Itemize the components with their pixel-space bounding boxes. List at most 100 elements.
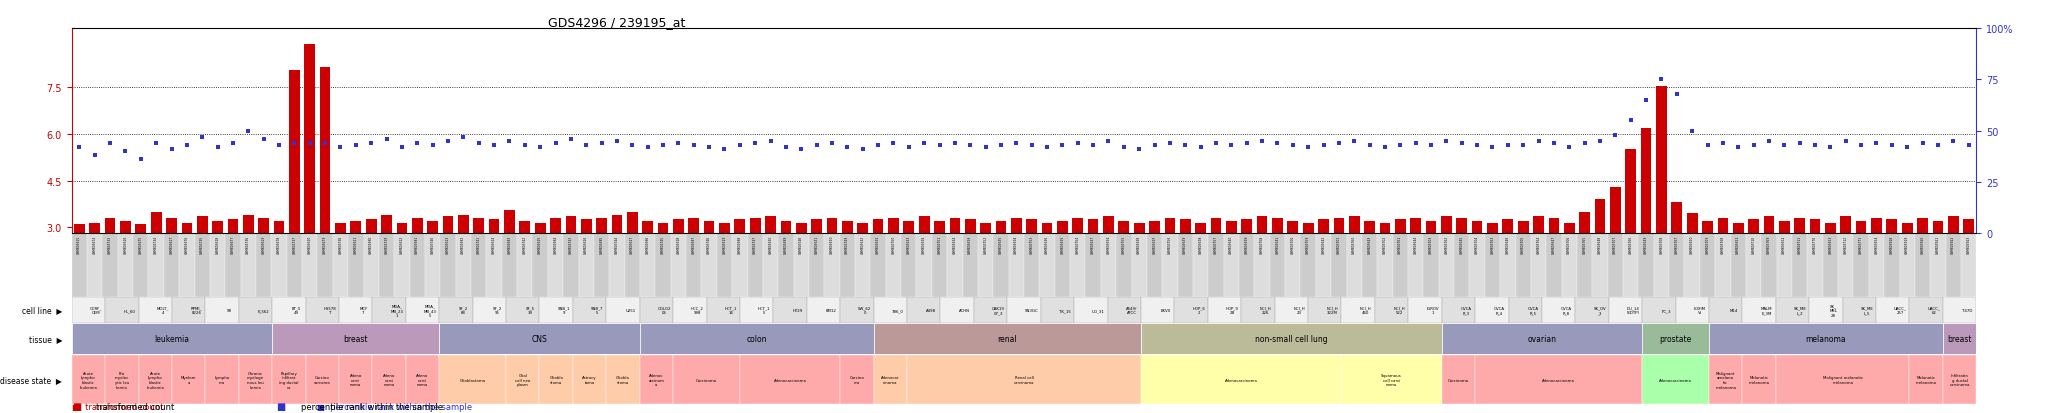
Bar bbox=[1227, 221, 1237, 321]
Bar bbox=[1319, 220, 1329, 321]
Text: GSM803626: GSM803626 bbox=[584, 235, 588, 254]
Bar bbox=[1350, 217, 1360, 321]
Point bbox=[446, 134, 479, 141]
Bar bbox=[705, 221, 715, 321]
Bar bbox=[811, 220, 821, 321]
Bar bbox=[410, 234, 426, 298]
Text: GSM803698: GSM803698 bbox=[1198, 235, 1202, 254]
Text: GSM803649: GSM803649 bbox=[1645, 235, 1649, 254]
Bar bbox=[1196, 223, 1206, 321]
Bar bbox=[1843, 298, 1876, 323]
Bar bbox=[150, 234, 164, 298]
Text: GSM803646: GSM803646 bbox=[1505, 235, 1509, 254]
Bar bbox=[1565, 223, 1575, 321]
Text: Acute
lympho
blastic
leukemia: Acute lympho blastic leukemia bbox=[80, 371, 98, 389]
Bar bbox=[1915, 234, 1929, 298]
Bar bbox=[1810, 220, 1821, 321]
Bar bbox=[1794, 218, 1804, 321]
Bar bbox=[1669, 234, 1683, 298]
Text: GSM803616: GSM803616 bbox=[123, 235, 127, 254]
Bar bbox=[625, 234, 639, 298]
Bar bbox=[582, 220, 592, 321]
Text: leukemia: leukemia bbox=[154, 334, 188, 343]
Bar bbox=[406, 298, 438, 323]
Bar bbox=[426, 234, 440, 298]
Point bbox=[754, 138, 786, 145]
Bar bbox=[1853, 234, 1868, 298]
Text: GSM803622: GSM803622 bbox=[399, 235, 403, 254]
Point bbox=[846, 147, 879, 153]
Point bbox=[1876, 142, 1909, 149]
Text: CNS: CNS bbox=[532, 334, 547, 343]
Bar bbox=[502, 234, 516, 298]
Text: GSM803703: GSM803703 bbox=[1430, 235, 1434, 254]
Bar bbox=[1901, 234, 1915, 298]
Bar bbox=[1073, 298, 1108, 323]
Bar bbox=[842, 221, 852, 321]
Text: GSM803763: GSM803763 bbox=[1491, 235, 1495, 254]
Bar bbox=[506, 355, 539, 404]
Text: GSM803770: GSM803770 bbox=[1812, 235, 1817, 254]
Text: NCI_H
23: NCI_H 23 bbox=[1292, 306, 1305, 315]
Point bbox=[309, 140, 342, 147]
Point bbox=[477, 142, 510, 149]
Text: GSM803690: GSM803690 bbox=[829, 235, 834, 254]
Text: GSM803674: GSM803674 bbox=[92, 235, 96, 254]
Bar bbox=[1610, 298, 1642, 323]
Bar bbox=[981, 223, 991, 321]
Point bbox=[1122, 147, 1155, 153]
Bar bbox=[240, 355, 272, 404]
Bar bbox=[807, 298, 840, 323]
Text: Adenoc
arcinom
a: Adenoc arcinom a bbox=[649, 373, 664, 386]
Point bbox=[508, 142, 541, 149]
Bar bbox=[1534, 217, 1544, 321]
Text: GSM803618: GSM803618 bbox=[215, 235, 219, 254]
Bar bbox=[1792, 234, 1806, 298]
Bar bbox=[1270, 234, 1284, 298]
Bar bbox=[1300, 234, 1315, 298]
Bar bbox=[827, 218, 838, 321]
Bar bbox=[672, 234, 686, 298]
Text: 786_0: 786_0 bbox=[893, 308, 903, 312]
Point bbox=[125, 157, 158, 164]
Bar bbox=[1069, 234, 1085, 298]
Bar bbox=[610, 234, 625, 298]
Bar bbox=[72, 298, 104, 323]
Bar bbox=[874, 298, 907, 323]
Text: MCF
7: MCF 7 bbox=[358, 306, 367, 315]
Point bbox=[1784, 140, 1817, 147]
Bar bbox=[1130, 234, 1147, 298]
Bar bbox=[473, 298, 506, 323]
Text: Myelom
a: Myelom a bbox=[180, 375, 197, 384]
Bar bbox=[1946, 234, 1960, 298]
Text: GSM803735: GSM803735 bbox=[201, 235, 205, 254]
Bar bbox=[305, 298, 340, 323]
Bar bbox=[287, 234, 303, 298]
Text: GSM803919: GSM803919 bbox=[1905, 235, 1909, 254]
Bar bbox=[1210, 218, 1221, 321]
Bar bbox=[1348, 234, 1362, 298]
Text: ■  percentile rank within the sample: ■ percentile rank within the sample bbox=[317, 402, 473, 411]
Bar bbox=[1708, 323, 1944, 354]
Point bbox=[954, 142, 987, 149]
Bar bbox=[455, 234, 471, 298]
Text: MOLT_
4: MOLT_ 4 bbox=[156, 306, 170, 315]
Bar bbox=[442, 217, 453, 321]
Point bbox=[616, 142, 649, 149]
Point bbox=[569, 142, 602, 149]
Point bbox=[340, 142, 373, 149]
Text: GSM803650: GSM803650 bbox=[1690, 235, 1694, 254]
Text: GSM803712: GSM803712 bbox=[1843, 235, 1847, 253]
Point bbox=[1614, 118, 1647, 124]
Text: OVCA
R_3: OVCA R_3 bbox=[1460, 306, 1473, 315]
Text: OVCA
R_5: OVCA R_5 bbox=[1528, 306, 1538, 315]
Bar bbox=[1286, 234, 1300, 298]
Text: Adeno
carci
noma: Adeno carci noma bbox=[350, 373, 362, 386]
Text: OVCA
R_8: OVCA R_8 bbox=[1561, 306, 1571, 315]
Text: ACHN: ACHN bbox=[958, 308, 971, 312]
Text: EKVX: EKVX bbox=[1161, 308, 1171, 312]
Text: BT_5
49: BT_5 49 bbox=[293, 306, 301, 315]
Text: ■: ■ bbox=[276, 401, 287, 411]
Bar bbox=[74, 225, 84, 321]
Bar bbox=[1808, 234, 1823, 298]
